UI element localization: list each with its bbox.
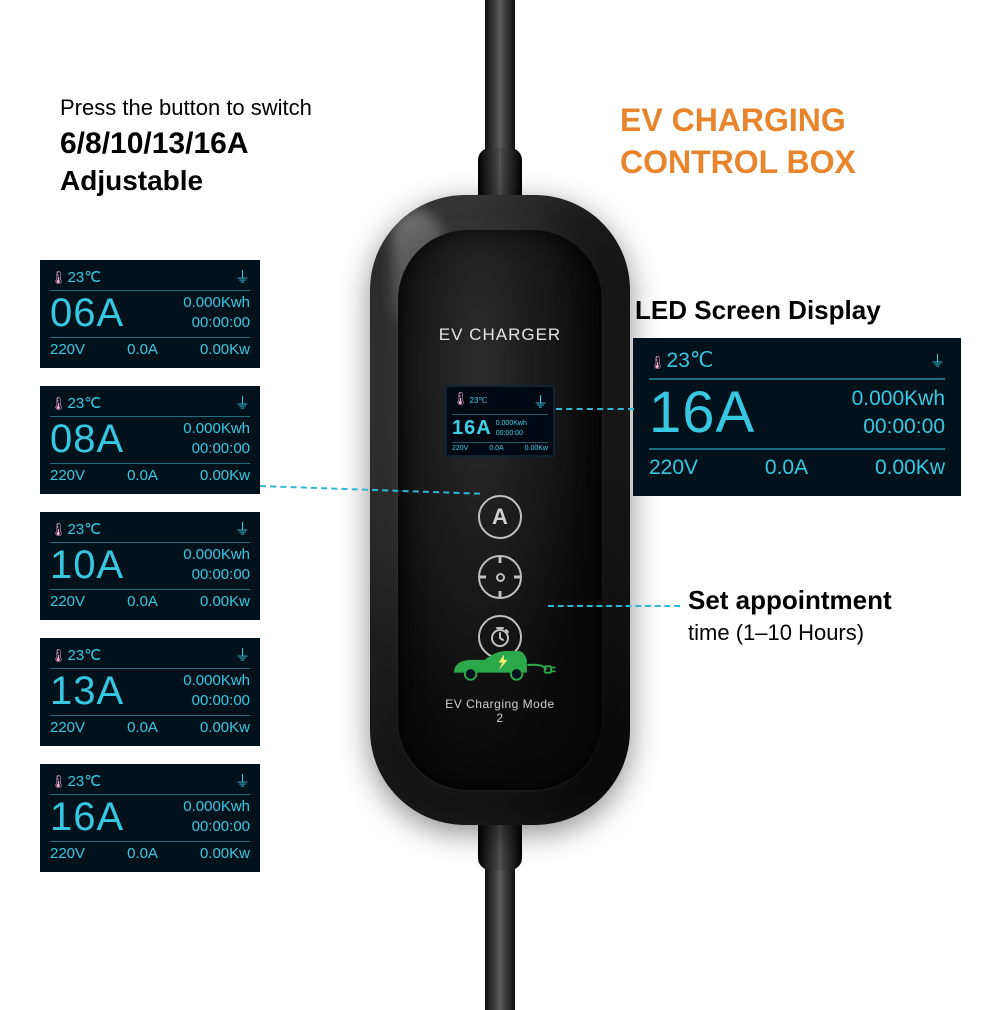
panel-temp: 23℃ — [50, 268, 101, 286]
mini-time: 00:00:00 — [496, 429, 527, 438]
ev-car-graphic: EV Charging Mode 2 — [443, 644, 558, 725]
instr-line2: 6/8/10/13/16A — [60, 127, 312, 161]
plug-icon: ⏚ — [235, 266, 250, 287]
appt-line1: Set appointment — [688, 585, 892, 616]
panel-power: 0.00Kw — [200, 845, 250, 862]
panel-kwh: 0.000Kwh — [183, 671, 250, 691]
mode-button[interactable] — [478, 555, 522, 599]
panel-current: 0.0A — [127, 719, 158, 736]
big-kwh: 0.000Kwh — [852, 385, 945, 413]
led-panel-small: 23℃ ⏚ 10A 0.000Kwh 00:00:00 220V 0.0A 0.… — [40, 512, 260, 620]
appt-line2a: time — [688, 620, 736, 645]
mini-power: 0.00Kw — [525, 445, 548, 452]
product-title: EV CHARGING CONTROL BOX — [620, 100, 856, 183]
led-panel-small: 23℃ ⏚ 16A 0.000Kwh 00:00:00 220V 0.0A 0.… — [40, 764, 260, 872]
device-led-screen: 23℃ ⏚ 16A 0.000Kwh 00:00:00 220V 0.0A 0.… — [445, 385, 555, 457]
led-label: LED Screen Display — [635, 295, 881, 326]
panel-time: 00:00:00 — [183, 565, 250, 585]
panel-current: 0.0A — [127, 593, 158, 610]
panel-temp: 23℃ — [50, 394, 101, 412]
panel-time: 00:00:00 — [183, 439, 250, 459]
panel-amp: 10A — [50, 545, 124, 585]
panel-amp: 13A — [50, 671, 124, 711]
plug-icon: ⏚ — [235, 518, 250, 539]
callout-line-timer — [548, 605, 680, 607]
mini-amp: 16A — [452, 417, 492, 440]
appointment-label: Set appointment time (1–10 Hours) — [688, 585, 892, 647]
panel-amp: 06A — [50, 293, 124, 333]
big-current: 0.0A — [765, 456, 808, 480]
led-panel-small: 23℃ ⏚ 06A 0.000Kwh 00:00:00 220V 0.0A 0.… — [40, 260, 260, 368]
panel-power: 0.00Kw — [200, 593, 250, 610]
panel-kwh: 0.000Kwh — [183, 545, 250, 565]
plug-icon: ⏚ — [235, 392, 250, 413]
mini-temp: 23℃ — [452, 391, 487, 412]
panel-kwh: 0.000Kwh — [183, 293, 250, 313]
panel-volt: 220V — [50, 719, 85, 736]
mini-current: 0.0A — [489, 445, 503, 452]
panel-volt: 220V — [50, 341, 85, 358]
instr-line1: Press the button to switch — [60, 95, 312, 121]
big-volt: 220V — [649, 456, 698, 480]
panel-power: 0.00Kw — [200, 467, 250, 484]
panel-temp: 23℃ — [50, 646, 101, 664]
panel-current: 0.0A — [127, 467, 158, 484]
panel-power: 0.00Kw — [200, 719, 250, 736]
panel-current: 0.0A — [127, 845, 158, 862]
plug-icon: ⏚ — [235, 770, 250, 791]
panel-power: 0.00Kw — [200, 341, 250, 358]
charger-label: EV CHARGER — [398, 325, 602, 345]
panel-volt: 220V — [50, 845, 85, 862]
led-panel-large: 23℃ ⏚ 16A 0.000Kwh 00:00:00 220V 0.0A 0.… — [633, 338, 961, 496]
car-icon — [443, 644, 558, 686]
panel-time: 00:00:00 — [183, 313, 250, 333]
instructions-block: Press the button to switch 6/8/10/13/16A… — [60, 95, 312, 197]
charger-face: EV CHARGER 23℃ ⏚ 16A 0.000Kwh 00:00:00 2… — [398, 230, 602, 790]
big-amp: 16A — [649, 384, 755, 442]
amperage-button[interactable]: A — [478, 495, 522, 539]
big-temp: 23℃ — [649, 348, 713, 373]
panel-kwh: 0.000Kwh — [183, 419, 250, 439]
big-power: 0.00Kw — [875, 456, 945, 480]
charger-body: EV CHARGER 23℃ ⏚ 16A 0.000Kwh 00:00:00 2… — [370, 195, 630, 825]
panel-time: 00:00:00 — [183, 817, 250, 837]
led-panels-column: 23℃ ⏚ 06A 0.000Kwh 00:00:00 220V 0.0A 0.… — [40, 260, 260, 872]
mini-volt: 220V — [452, 445, 468, 452]
panel-volt: 220V — [50, 467, 85, 484]
appt-line2b: (1–10 Hours) — [736, 620, 864, 645]
plug-icon: ⏚ — [930, 350, 945, 371]
mini-kwh: 0.000Kwh — [496, 419, 527, 428]
big-time: 00:00:00 — [852, 413, 945, 441]
callout-line-screen — [556, 408, 634, 410]
panel-temp: 23℃ — [50, 520, 101, 538]
panel-amp: 08A — [50, 419, 124, 459]
panel-time: 00:00:00 — [183, 691, 250, 711]
panel-current: 0.0A — [127, 341, 158, 358]
ev-mode-text: EV Charging Mode 2 — [443, 697, 558, 725]
plug-icon: ⏚ — [235, 644, 250, 665]
led-panel-small: 23℃ ⏚ 13A 0.000Kwh 00:00:00 220V 0.0A 0.… — [40, 638, 260, 746]
panel-volt: 220V — [50, 593, 85, 610]
panel-kwh: 0.000Kwh — [183, 797, 250, 817]
mode-dot-icon — [496, 573, 505, 582]
panel-amp: 16A — [50, 797, 124, 837]
title-line2: CONTROL BOX — [620, 142, 856, 184]
plug-icon: ⏚ — [533, 391, 548, 412]
panel-temp: 23℃ — [50, 772, 101, 790]
instr-line3: Adjustable — [60, 165, 312, 197]
title-line1: EV CHARGING — [620, 100, 856, 142]
led-panel-small: 23℃ ⏚ 08A 0.000Kwh 00:00:00 220V 0.0A 0.… — [40, 386, 260, 494]
